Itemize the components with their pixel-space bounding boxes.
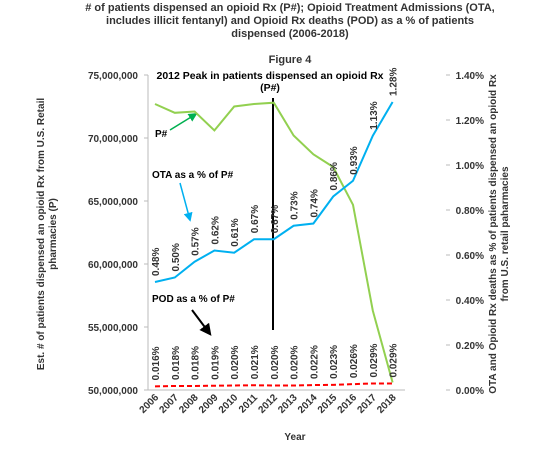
value-label: 1.13% — [369, 101, 380, 129]
arrow — [191, 309, 212, 336]
series-line — [154, 382, 393, 388]
y-tick-label: 70,000,000 — [88, 134, 138, 145]
value-label: 0.67% — [270, 205, 281, 233]
value-label: 0.93% — [349, 146, 360, 174]
value-label: 0.022% — [309, 345, 320, 379]
value-label: 1.28% — [389, 68, 400, 96]
value-label: 0.026% — [349, 344, 360, 378]
value-label: 0.48% — [151, 248, 162, 276]
y2-tick-label: 0.20% — [456, 341, 484, 352]
x-tick-label: 2015 — [316, 392, 340, 416]
chart-title: # of patients dispensed an opioid Rx (P#… — [85, 2, 495, 40]
annotation: 2012 Peak in patients dispensed an opioi… — [156, 70, 384, 94]
y2-tick-label: 0.40% — [456, 296, 484, 307]
x-tick-label: 2017 — [355, 392, 379, 416]
value-label: 0.57% — [191, 227, 202, 255]
value-label: 0.023% — [329, 345, 340, 379]
y2-tick-label: 0.00% — [456, 386, 484, 397]
y2-tick-label: 0.80% — [456, 206, 484, 217]
value-label: 0.86% — [329, 162, 340, 190]
arrow — [169, 113, 198, 131]
x-tick-label: 2011 — [237, 392, 260, 415]
value-label: 0.018% — [171, 346, 182, 380]
x-tick-label: 2006 — [138, 392, 162, 416]
annotation-box: 2012 Peak in patients dispensed an opioi… — [156, 70, 384, 94]
y-tick-label: 75,000,000 — [88, 71, 138, 82]
series-label: OTA as a % of P# — [152, 170, 234, 181]
x-tick-label: 2018 — [375, 392, 399, 416]
value-label: 0.74% — [309, 189, 320, 217]
value-label: 0.018% — [191, 346, 202, 380]
y2-tick-label: 1.00% — [456, 161, 484, 172]
x-tick-label: 2007 — [157, 392, 181, 416]
y-tick-label: 65,000,000 — [88, 197, 138, 208]
value-label: 0.61% — [230, 218, 241, 246]
value-label: 0.50% — [171, 243, 182, 271]
y2-tick-label: 1.20% — [456, 116, 484, 127]
arrow — [179, 182, 193, 222]
value-label: 0.029% — [369, 343, 380, 377]
value-label: 0.020% — [230, 345, 241, 379]
y2-tick-label: 1.40% — [456, 71, 484, 82]
x-tick-label: 2013 — [276, 392, 300, 416]
x-tick-label: 2012 — [256, 392, 280, 416]
series-label: P# — [155, 129, 168, 140]
x-tick-label: 2016 — [336, 392, 360, 416]
value-label: 0.73% — [290, 191, 301, 219]
series-line — [154, 101, 394, 383]
value-label: 0.62% — [210, 216, 221, 244]
value-label: 0.029% — [389, 343, 400, 377]
y-tick-label: 60,000,000 — [88, 260, 138, 271]
series-line — [154, 101, 394, 283]
series-label: POD as a % of P# — [152, 294, 235, 305]
x-tick-label: 2014 — [296, 392, 320, 416]
value-label: 0.021% — [250, 345, 261, 379]
chart-subtitle: Figure 4 — [268, 54, 312, 66]
x-axis-title: Year — [284, 432, 305, 443]
y2-tick-label: 0.60% — [456, 251, 484, 262]
value-label: 0.020% — [290, 345, 301, 379]
y-tick-label: 55,000,000 — [88, 323, 138, 334]
x-tick-label: 2009 — [197, 392, 221, 416]
value-label: 0.019% — [210, 346, 221, 380]
x-tick-label: 2010 — [217, 392, 241, 416]
value-label: 0.67% — [250, 205, 261, 233]
value-label: 0.016% — [151, 346, 162, 380]
x-tick-label: 2008 — [177, 392, 201, 416]
value-label: 0.020% — [270, 345, 281, 379]
y-tick-label: 50,000,000 — [88, 386, 138, 397]
